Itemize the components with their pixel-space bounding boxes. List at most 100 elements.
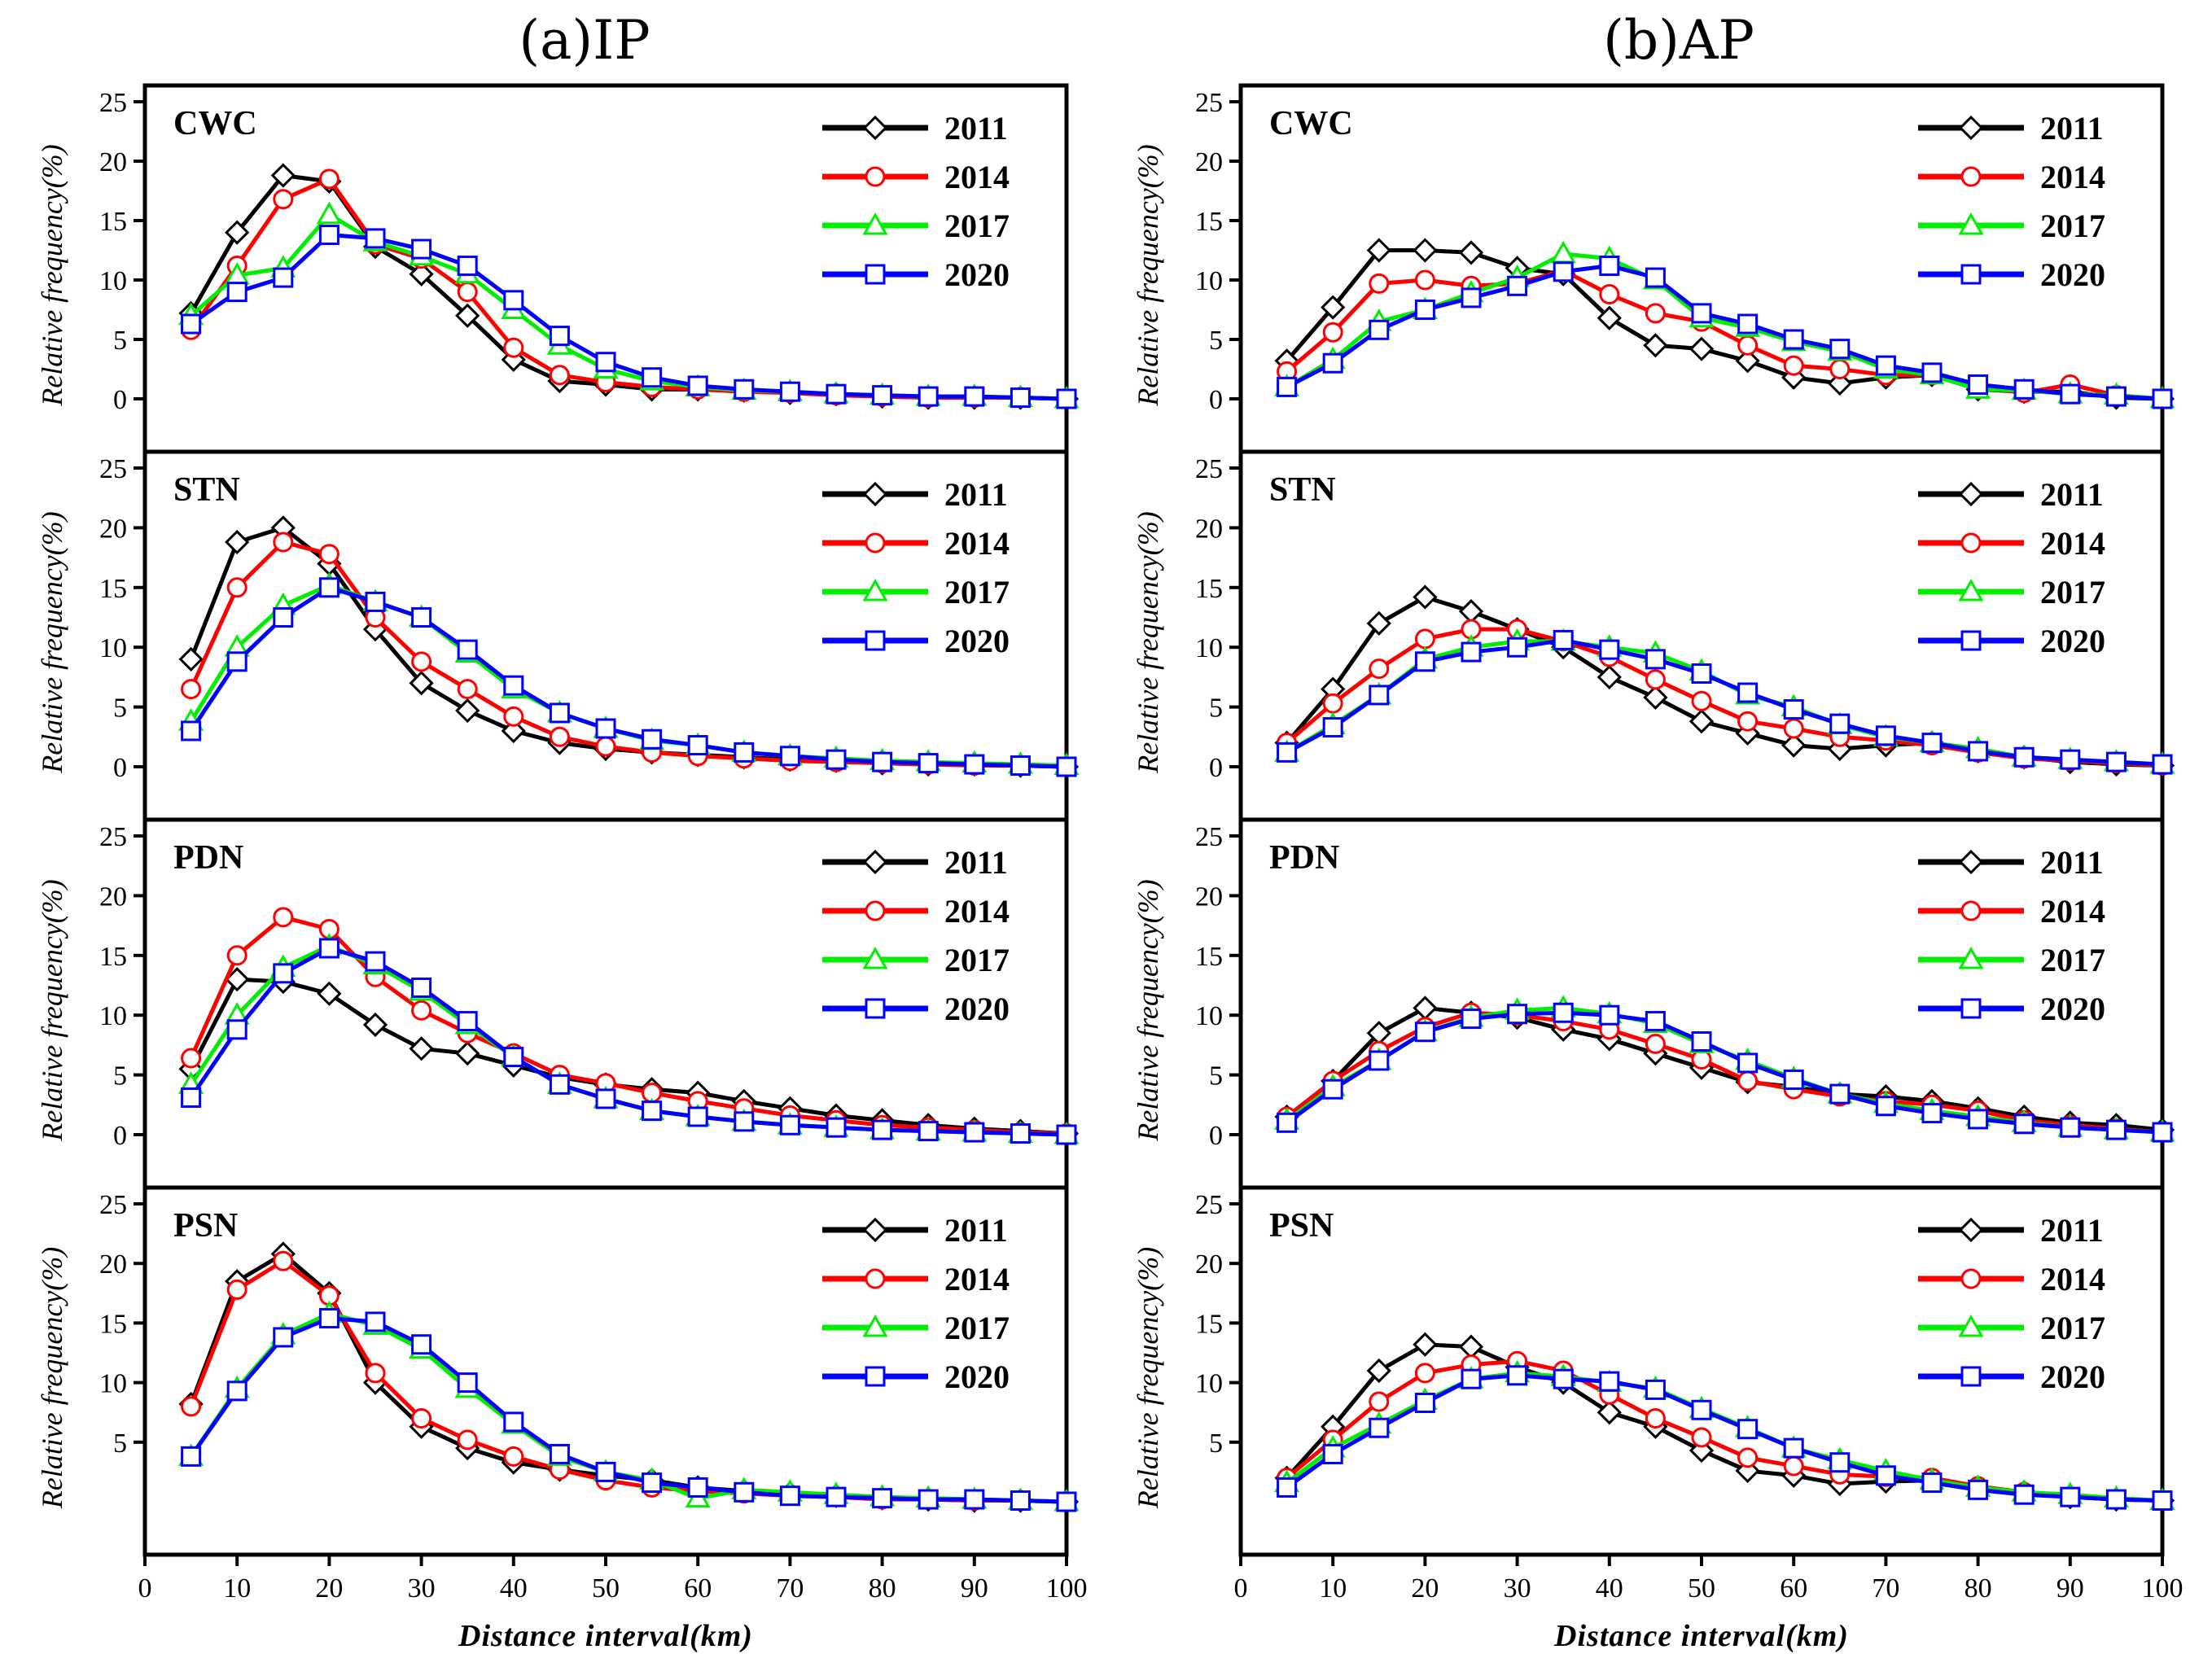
data-point-2020: [1277, 376, 1298, 397]
legend-marker-2011: [1958, 849, 1984, 875]
y-tick-label: 0: [1209, 1121, 1223, 1151]
data-point-2020: [826, 1486, 847, 1507]
legend-marker-2020: [1960, 1366, 1982, 1387]
x-tick-label: 100: [1046, 1573, 1088, 1604]
x-axis-label: Distance interval(km): [458, 1619, 753, 1653]
legend-label-2020: 2020: [944, 623, 1010, 659]
data-point-2020: [872, 1119, 893, 1140]
data-point-2020: [1553, 629, 1574, 650]
data-point-2014: [1691, 1427, 1712, 1448]
y-tick-label: 25: [1195, 822, 1223, 852]
legend-marker-2020: [1960, 264, 1982, 285]
legend-marker-2011: [862, 1217, 888, 1243]
data-point-2020: [595, 1088, 616, 1109]
data-point-2020: [1322, 1443, 1343, 1464]
data-point-2011: [1366, 610, 1391, 636]
data-point-2020: [1461, 1009, 1482, 1030]
data-point-2020: [1875, 725, 1896, 746]
y-tick-label: 0: [113, 753, 127, 783]
data-point-2020: [1968, 1479, 1989, 1500]
data-point-2020: [181, 313, 202, 335]
data-point-2011: [1689, 336, 1715, 361]
y-axis-label: Relative frequency(%): [36, 1247, 68, 1510]
data-point-2020: [1737, 1419, 1759, 1440]
data-point-2020: [779, 1485, 800, 1507]
data-point-2020: [411, 1334, 432, 1355]
data-point-2020: [2013, 378, 2035, 400]
data-point-2020: [779, 381, 800, 402]
data-point-2020: [411, 238, 432, 260]
y-tick-label: 25: [1195, 1190, 1223, 1220]
data-point-2014: [226, 945, 247, 966]
data-point-2020: [1369, 1417, 1390, 1438]
data-point-2014: [181, 1048, 202, 1069]
x-tick-label: 100: [2142, 1573, 2184, 1604]
y-tick-label: 10: [1195, 1001, 1223, 1031]
data-point-2017: [316, 201, 342, 225]
legend-label-2014: 2014: [2040, 1261, 2105, 1297]
data-point-2020: [1414, 1022, 1435, 1043]
data-point-2014: [1369, 1391, 1390, 1412]
legend-marker-2017: [862, 946, 888, 969]
data-point-2014: [549, 365, 570, 386]
data-point-2020: [1599, 255, 1620, 276]
legend-label-2014: 2014: [2040, 893, 2105, 930]
data-point-2011: [1458, 240, 1484, 265]
y-tick-label: 10: [99, 266, 127, 296]
legend-marker-2014: [865, 900, 886, 921]
data-point-2020: [1056, 1124, 1077, 1145]
data-point-2020: [181, 720, 202, 742]
data-point-2020: [273, 963, 294, 984]
x-tick-label: 70: [1872, 1573, 1899, 1604]
legend-marker-2011: [862, 115, 888, 141]
data-point-2014: [318, 544, 339, 565]
data-point-2020: [826, 1117, 847, 1138]
y-tick-label: 5: [1209, 1429, 1223, 1459]
legend-marker-2014: [1960, 166, 1982, 187]
data-point-2020: [642, 728, 663, 750]
data-point-2020: [1461, 641, 1482, 663]
data-point-2020: [2060, 1486, 2081, 1507]
data-point-2020: [2152, 1122, 2173, 1143]
data-point-2014: [595, 736, 616, 757]
legend-label-2011: 2011: [2040, 844, 2104, 881]
data-point-2011: [1413, 238, 1438, 263]
legend-marker-2014: [1960, 900, 1982, 921]
data-point-2020: [687, 375, 708, 396]
data-point-2020: [503, 1047, 524, 1068]
legend-label-2020: 2020: [944, 991, 1010, 1027]
data-point-2020: [365, 591, 386, 612]
data-point-2020: [1414, 651, 1435, 672]
y-tick-label: 20: [99, 882, 127, 912]
legend-label-2020: 2020: [944, 1359, 1010, 1395]
data-point-2014: [1737, 335, 1759, 356]
data-point-2020: [411, 607, 432, 628]
data-point-2020: [457, 1372, 478, 1394]
data-point-2014: [1737, 1447, 1759, 1468]
y-tick-label: 10: [1195, 633, 1223, 663]
data-point-2020: [2105, 1119, 2127, 1140]
legend-marker-2011: [1958, 481, 1984, 507]
data-point-2020: [318, 225, 339, 246]
legend-label-2020: 2020: [944, 256, 1010, 293]
x-tick-label: 60: [684, 1573, 712, 1604]
x-tick-label: 60: [1780, 1573, 1807, 1604]
y-axis-label: Relative frequency(%): [1132, 511, 1164, 774]
data-point-2020: [1921, 362, 1943, 383]
y-tick-label: 25: [99, 822, 127, 852]
data-point-2020: [1783, 1069, 1804, 1090]
panel-ip-cwc: 0 5 10 15 20 25 Relative frequency(%) CWC 2011 20…: [36, 83, 1080, 454]
data-point-2020: [2105, 386, 2127, 407]
y-tick-label: 15: [1195, 574, 1223, 604]
data-point-2020: [273, 1327, 294, 1348]
legend-marker-2014: [1960, 532, 1982, 553]
data-point-2020: [1010, 755, 1031, 777]
data-point-2020: [549, 702, 570, 724]
legend-label-2020: 2020: [2040, 991, 2105, 1027]
data-point-2014: [1414, 628, 1435, 650]
data-point-2014: [1414, 1363, 1435, 1384]
legend-label-2017: 2017: [944, 574, 1010, 610]
y-axis-label: Relative frequency(%): [36, 144, 68, 407]
data-point-2020: [826, 383, 847, 405]
data-point-2014: [1783, 355, 1804, 376]
